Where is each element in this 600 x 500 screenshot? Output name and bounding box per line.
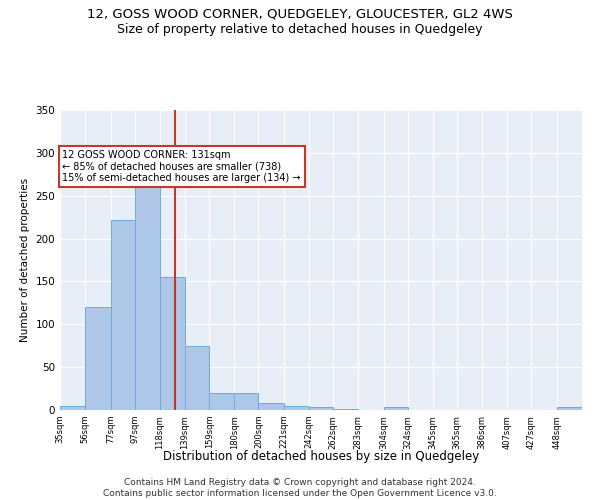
Bar — [259, 403, 284, 410]
Bar — [284, 406, 309, 410]
Text: Size of property relative to detached houses in Quedgeley: Size of property relative to detached ho… — [117, 22, 483, 36]
Bar — [110, 220, 134, 410]
Bar — [60, 406, 85, 410]
Text: 12, GOSS WOOD CORNER, QUEDGELEY, GLOUCESTER, GL2 4WS: 12, GOSS WOOD CORNER, QUEDGELEY, GLOUCES… — [87, 8, 513, 20]
Text: Distribution of detached houses by size in Quedgeley: Distribution of detached houses by size … — [163, 450, 479, 463]
Bar — [333, 409, 358, 410]
Bar — [185, 346, 209, 410]
Bar — [160, 277, 185, 410]
Bar — [383, 408, 407, 410]
Bar — [134, 187, 160, 410]
Bar — [235, 393, 259, 410]
Text: 12 GOSS WOOD CORNER: 131sqm
← 85% of detached houses are smaller (738)
15% of se: 12 GOSS WOOD CORNER: 131sqm ← 85% of det… — [62, 150, 301, 184]
Bar — [85, 307, 110, 410]
Bar — [557, 408, 582, 410]
Bar — [209, 393, 235, 410]
Text: Contains HM Land Registry data © Crown copyright and database right 2024.
Contai: Contains HM Land Registry data © Crown c… — [103, 478, 497, 498]
Y-axis label: Number of detached properties: Number of detached properties — [20, 178, 30, 342]
Bar — [309, 408, 333, 410]
